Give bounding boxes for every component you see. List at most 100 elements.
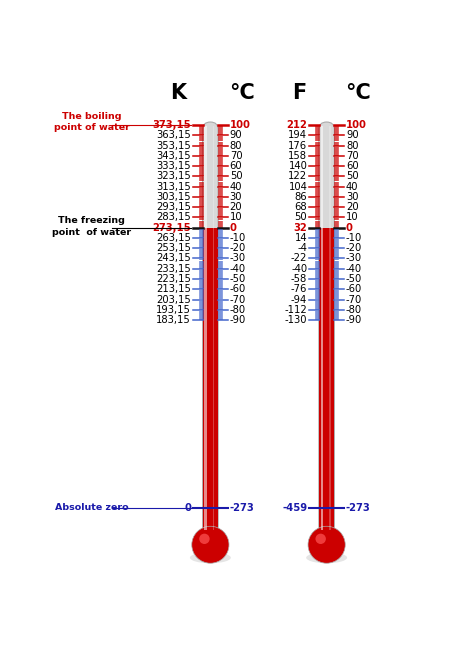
Text: 68: 68 (295, 202, 307, 212)
Text: -40: -40 (291, 264, 307, 273)
Text: 323,15: 323,15 (156, 171, 191, 182)
Text: 20: 20 (230, 202, 242, 212)
Circle shape (308, 526, 345, 563)
Ellipse shape (190, 552, 231, 563)
Text: -4: -4 (297, 243, 307, 253)
Text: -60: -60 (346, 284, 362, 294)
Text: -80: -80 (346, 305, 362, 315)
Bar (213, 126, 214, 530)
Text: 32: 32 (293, 223, 307, 232)
Text: 233,15: 233,15 (156, 264, 191, 273)
Text: 253,15: 253,15 (156, 243, 191, 253)
Text: 100: 100 (230, 120, 251, 130)
Text: 213,15: 213,15 (156, 284, 191, 294)
Text: 86: 86 (295, 192, 307, 202)
Text: -112: -112 (284, 305, 307, 315)
Text: -20: -20 (346, 243, 362, 253)
FancyBboxPatch shape (319, 122, 334, 534)
Text: 70: 70 (230, 151, 242, 161)
Text: 70: 70 (346, 151, 359, 161)
Text: 50: 50 (230, 171, 242, 182)
Text: -94: -94 (291, 294, 307, 305)
Circle shape (192, 526, 229, 563)
Text: -76: -76 (291, 284, 307, 294)
Text: 40: 40 (346, 182, 358, 191)
Text: 0: 0 (346, 223, 353, 232)
Circle shape (316, 534, 326, 544)
Text: 223,15: 223,15 (156, 274, 191, 284)
Text: Absolute zero: Absolute zero (55, 503, 128, 512)
Text: -30: -30 (230, 253, 246, 264)
Text: 194: 194 (288, 130, 307, 141)
Text: 243,15: 243,15 (156, 253, 191, 264)
Text: 10: 10 (346, 212, 359, 223)
Text: 140: 140 (288, 161, 307, 171)
Circle shape (199, 534, 210, 544)
Text: 343,15: 343,15 (156, 151, 191, 161)
Text: -90: -90 (230, 315, 246, 325)
Text: -60: -60 (230, 284, 246, 294)
Text: -22: -22 (291, 253, 307, 264)
Ellipse shape (306, 552, 347, 563)
Text: 203,15: 203,15 (156, 294, 191, 305)
Text: 14: 14 (295, 233, 307, 243)
Text: -70: -70 (230, 294, 246, 305)
Text: °C: °C (229, 83, 255, 103)
Text: K: K (171, 83, 187, 103)
Text: 193,15: 193,15 (156, 305, 191, 315)
Text: 212: 212 (286, 120, 307, 130)
Text: -70: -70 (346, 294, 362, 305)
Text: The boiling
point of water: The boiling point of water (54, 111, 130, 132)
Text: 313,15: 313,15 (156, 182, 191, 191)
Bar (321, 126, 323, 530)
Text: 303,15: 303,15 (156, 192, 191, 202)
Text: 104: 104 (288, 182, 307, 191)
Text: -10: -10 (230, 233, 246, 243)
Text: -40: -40 (346, 264, 362, 273)
Text: 10: 10 (230, 212, 242, 223)
Text: 0: 0 (184, 503, 191, 513)
Text: 30: 30 (346, 192, 358, 202)
Text: 283,15: 283,15 (156, 212, 191, 223)
Text: F: F (292, 83, 307, 103)
Text: 353,15: 353,15 (156, 141, 191, 150)
Text: 333,15: 333,15 (156, 161, 191, 171)
Bar (204, 126, 207, 530)
Text: 373,15: 373,15 (152, 120, 191, 130)
Text: The freezing
point  of water: The freezing point of water (52, 215, 131, 236)
Text: -130: -130 (285, 315, 307, 325)
Text: -80: -80 (230, 305, 246, 315)
Text: 176: 176 (288, 141, 307, 150)
Text: 90: 90 (230, 130, 242, 141)
Text: 273,15: 273,15 (152, 223, 191, 232)
Text: -273: -273 (230, 503, 255, 513)
Text: 20: 20 (346, 202, 359, 212)
FancyBboxPatch shape (202, 122, 218, 534)
Text: 100: 100 (346, 120, 367, 130)
Text: -58: -58 (291, 274, 307, 284)
Text: -50: -50 (230, 274, 246, 284)
Bar (319, 228, 334, 534)
Text: 0: 0 (230, 223, 237, 232)
Text: -273: -273 (346, 503, 371, 513)
Text: 50: 50 (295, 212, 307, 223)
Text: 50: 50 (346, 171, 359, 182)
Text: 60: 60 (230, 161, 242, 171)
Text: -30: -30 (346, 253, 362, 264)
Text: 122: 122 (288, 171, 307, 182)
Text: 80: 80 (346, 141, 358, 150)
Text: 60: 60 (346, 161, 359, 171)
Text: 30: 30 (230, 192, 242, 202)
Bar (202, 228, 218, 534)
Text: -50: -50 (346, 274, 362, 284)
Text: 40: 40 (230, 182, 242, 191)
Bar (329, 126, 331, 530)
Text: 293,15: 293,15 (156, 202, 191, 212)
Text: -459: -459 (282, 503, 307, 513)
Text: 80: 80 (230, 141, 242, 150)
Text: 263,15: 263,15 (156, 233, 191, 243)
Text: -10: -10 (346, 233, 362, 243)
Text: 158: 158 (288, 151, 307, 161)
Text: °C: °C (346, 83, 371, 103)
Text: -20: -20 (230, 243, 246, 253)
